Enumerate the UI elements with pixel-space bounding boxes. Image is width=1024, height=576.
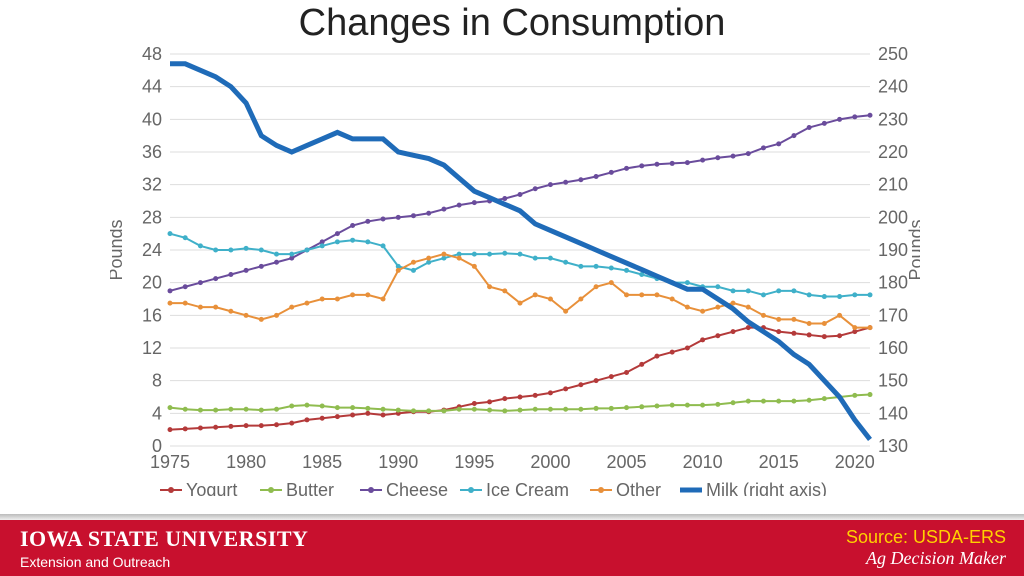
svg-text:20: 20 [142, 273, 162, 293]
svg-text:130: 130 [878, 436, 908, 456]
svg-text:180: 180 [878, 273, 908, 293]
svg-text:40: 40 [142, 109, 162, 129]
svg-text:190: 190 [878, 240, 908, 260]
svg-text:1975: 1975 [150, 452, 190, 472]
svg-text:140: 140 [878, 403, 908, 423]
svg-text:160: 160 [878, 338, 908, 358]
svg-text:32: 32 [142, 175, 162, 195]
svg-text:Butter: Butter [286, 480, 334, 496]
svg-text:1980: 1980 [226, 452, 266, 472]
svg-text:1995: 1995 [454, 452, 494, 472]
source-label: Source: USDA-ERS [846, 527, 1006, 549]
svg-text:Ice Cream: Ice Cream [486, 480, 569, 496]
svg-text:2000: 2000 [530, 452, 570, 472]
svg-text:44: 44 [142, 77, 162, 97]
svg-text:150: 150 [878, 371, 908, 391]
svg-text:Yogurt: Yogurt [186, 480, 237, 496]
isu-subtitle: Extension and Outreach [20, 554, 308, 570]
svg-text:Cheese: Cheese [386, 480, 448, 496]
svg-text:Other: Other [616, 480, 661, 496]
svg-text:8: 8 [152, 371, 162, 391]
svg-text:2005: 2005 [606, 452, 646, 472]
svg-text:Pounds: Pounds [110, 219, 126, 280]
isu-branding: IOWA STATE UNIVERSITY Extension and Outr… [20, 526, 308, 570]
svg-text:250: 250 [878, 44, 908, 64]
svg-text:12: 12 [142, 338, 162, 358]
page-title: Changes in Consumption [0, 2, 1024, 45]
svg-text:48: 48 [142, 44, 162, 64]
svg-text:2010: 2010 [683, 452, 723, 472]
svg-text:200: 200 [878, 207, 908, 227]
svg-text:170: 170 [878, 305, 908, 325]
svg-text:2015: 2015 [759, 452, 799, 472]
svg-text:24: 24 [142, 240, 162, 260]
svg-text:36: 36 [142, 142, 162, 162]
svg-text:230: 230 [878, 109, 908, 129]
svg-text:Pounds: Pounds [906, 219, 920, 280]
consumption-chart: 0481216202428323640444813014015016017018… [110, 44, 920, 496]
svg-text:220: 220 [878, 142, 908, 162]
svg-text:210: 210 [878, 175, 908, 195]
svg-text:Milk (right axis): Milk (right axis) [706, 480, 827, 496]
svg-text:16: 16 [142, 305, 162, 325]
svg-text:4: 4 [152, 403, 162, 423]
svg-text:28: 28 [142, 207, 162, 227]
footer-right: Source: USDA-ERS Ag Decision Maker [846, 527, 1006, 570]
footer-bar: IOWA STATE UNIVERSITY Extension and Outr… [0, 520, 1024, 576]
svg-text:2020: 2020 [835, 452, 875, 472]
svg-text:240: 240 [878, 77, 908, 97]
brand-label: Ag Decision Maker [846, 548, 1006, 570]
isu-name: IOWA STATE UNIVERSITY [20, 526, 308, 551]
svg-text:1985: 1985 [302, 452, 342, 472]
svg-text:1990: 1990 [378, 452, 418, 472]
